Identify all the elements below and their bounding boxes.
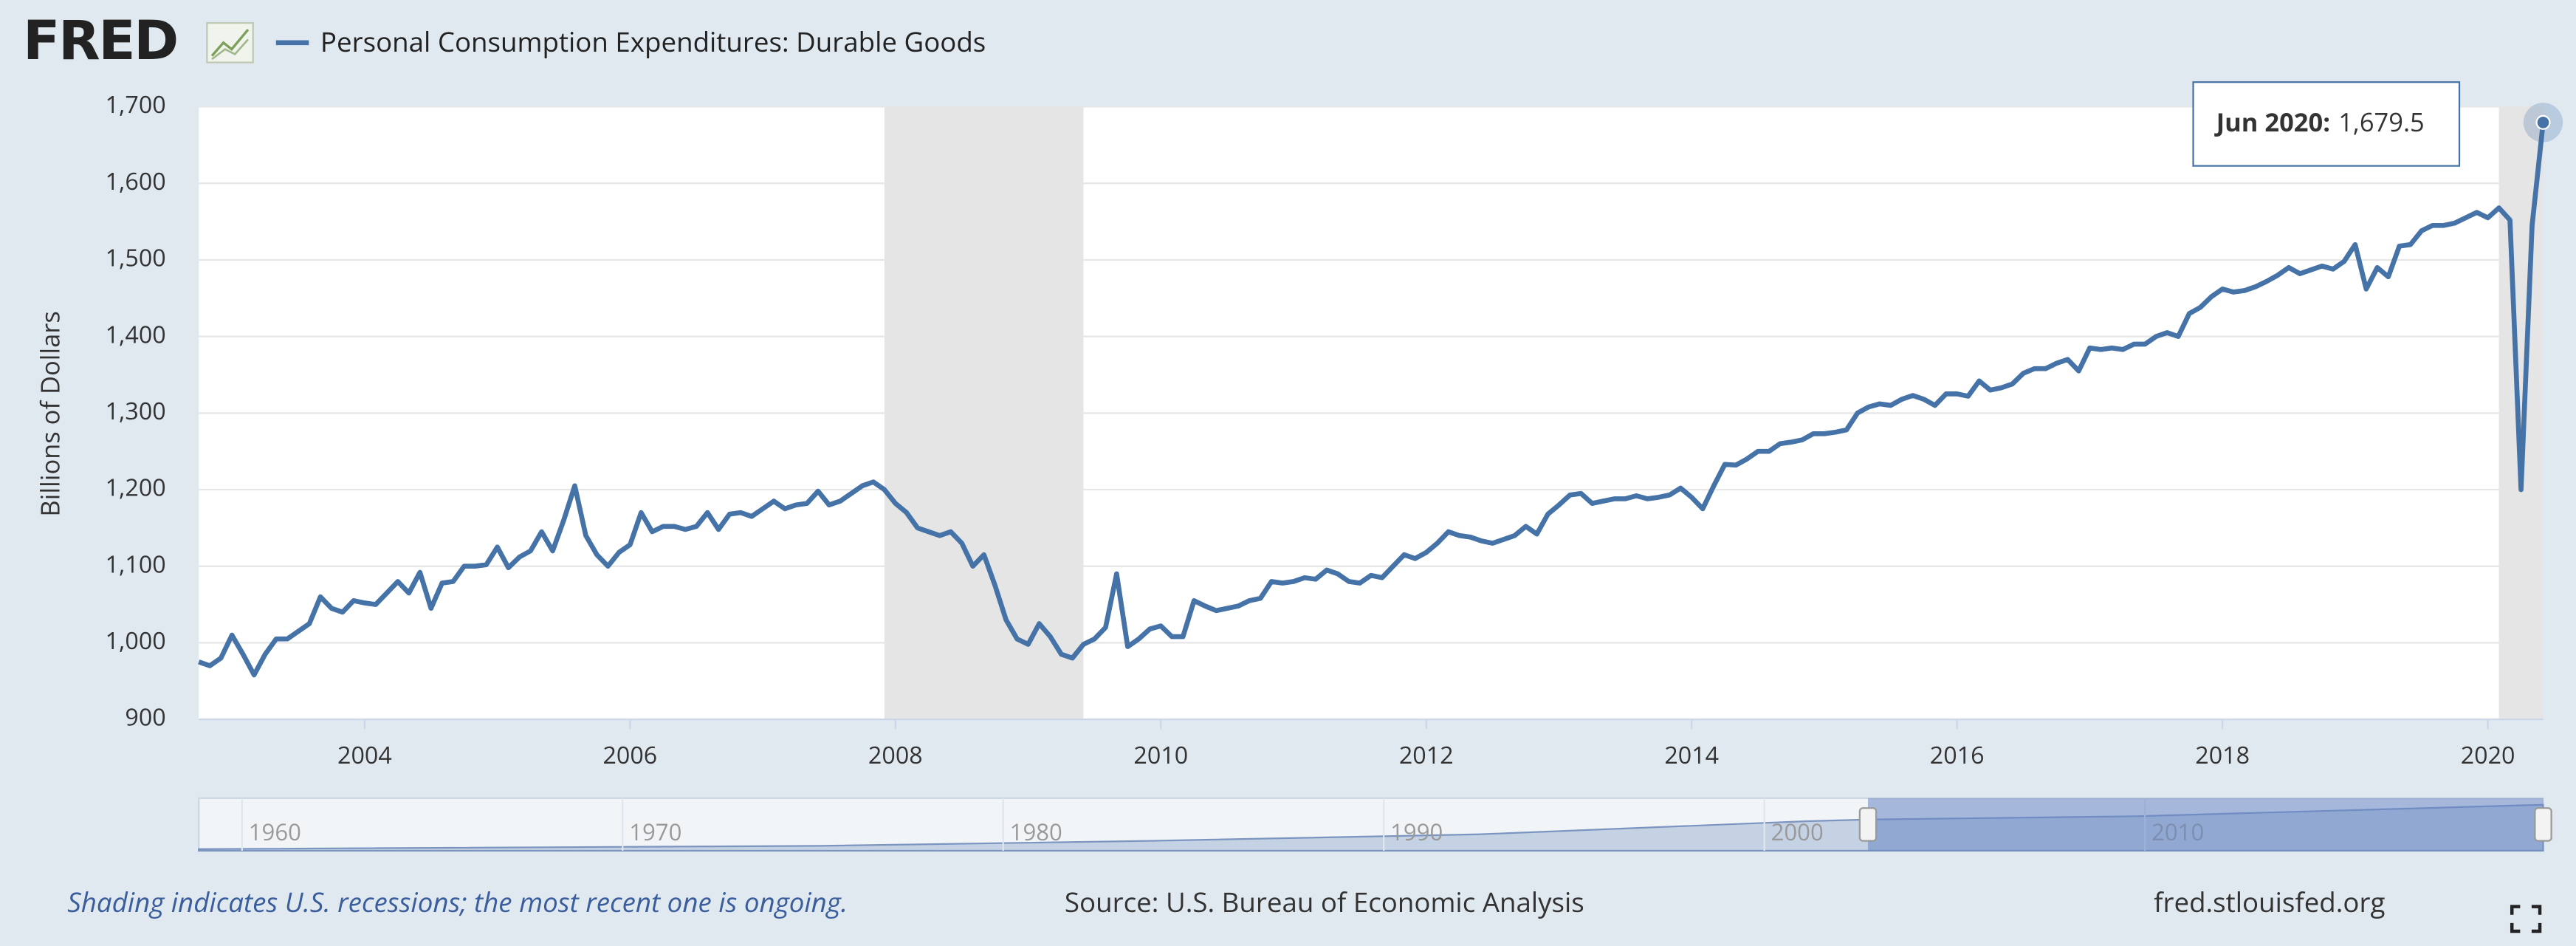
lines: [198, 103, 2563, 678]
y-tick-label: 1,400: [106, 318, 166, 350]
navigator-handle[interactable]: [1858, 807, 1878, 842]
navigator-tick-label: 1990: [1390, 817, 1443, 848]
logo-icon: [206, 22, 254, 64]
x-tick-label: 2008: [868, 739, 923, 771]
fullscreen-icon[interactable]: [2510, 905, 2542, 933]
tooltip-text: Jun 2020: 1,679.5: [2214, 105, 2425, 140]
x-tick-label: 2010: [1133, 739, 1188, 771]
x-tick-label: 2016: [1930, 739, 1985, 771]
source-note: Source: U.S. Bureau of Economic Analysis: [1065, 883, 1584, 920]
y-tick-label: 1,000: [106, 625, 166, 657]
tooltip-value: 1,679.5: [2338, 105, 2425, 140]
y-tick-label: 1,500: [106, 242, 166, 274]
tooltip-box: [2192, 81, 2461, 167]
tooltip: Jun 2020: 1,679.5: [2192, 81, 2461, 167]
x-tick-label: 2018: [2195, 739, 2250, 771]
navigator-handle[interactable]: [2534, 807, 2552, 842]
navigator-selection[interactable]: [1867, 798, 2544, 851]
y-tick-label: 900: [125, 702, 165, 733]
logo: FRED: [23, 10, 177, 72]
y-tick-label: 1,700: [106, 89, 166, 120]
recession-note: Shading indicates U.S. recessions; the m…: [67, 883, 848, 920]
navigator-tick-label: 1960: [249, 817, 301, 848]
series-line: [198, 122, 2546, 678]
y-axis-label: Billions of Dollars: [32, 311, 67, 516]
axes: 900 1,000 1,100 1,200 1,300 1,400 1,500 1,600 1,…: [106, 89, 2544, 771]
x-tick-label: 2004: [337, 739, 392, 771]
x-tick-label: 2006: [602, 739, 657, 771]
y-tick-label: 1,300: [106, 395, 166, 427]
x-tick-label: 2020: [2461, 739, 2515, 771]
y-tick-label: 1,600: [106, 165, 166, 197]
navigator[interactable]: 196019701980199020002010: [198, 797, 2552, 852]
legend-label[interactable]: Personal Consumption Expenditures: Durab…: [320, 23, 986, 60]
x-tick-label: 2012: [1399, 739, 1454, 771]
x-tick-label: 2014: [1664, 739, 1719, 771]
y-tick-label: 1,200: [106, 472, 166, 504]
navigator-tick-label: 1970: [629, 817, 681, 848]
site-link[interactable]: fred.stlouisfed.org: [2154, 883, 2385, 920]
hover-point: [2535, 114, 2551, 130]
navigator-tick-label: 2000: [1771, 817, 1824, 848]
y-tick-label: 1,100: [106, 548, 166, 580]
navigator-tick-label: 1980: [1010, 817, 1062, 848]
tooltip-date: Jun 2020:: [2214, 105, 2330, 140]
